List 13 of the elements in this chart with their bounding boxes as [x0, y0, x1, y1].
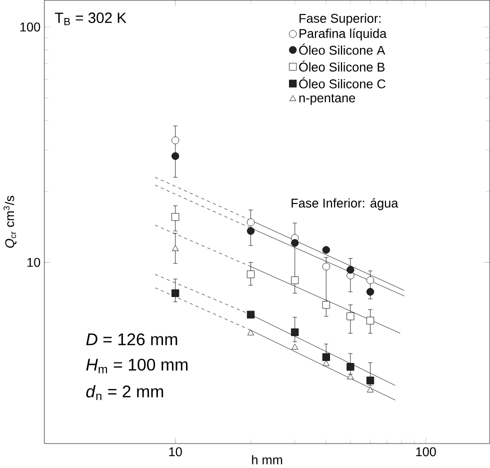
annotation: Fase Inferior: água	[292, 198, 398, 210]
legend-label: Óleo Silicone C	[299, 77, 386, 88]
legend-label: Parafina líquida	[300, 28, 387, 41]
annotation: T$_{B}$ = 302 K	[54, 12, 126, 26]
annotation: d$_{n}$ = 2 mm	[86, 385, 164, 400]
legend-label: Óleo Silicone B	[299, 60, 385, 72]
annotation: H$_{m}$ = 100 mm	[86, 358, 188, 374]
y-axis-title: Q$_{cr}$ cm$^{3}$/s	[4, 196, 16, 248]
annotation: D = 126 mm	[86, 333, 178, 346]
x-axis-title: h mm	[252, 455, 282, 464]
legend-label: n-pentane	[299, 94, 356, 106]
legend-title: Fase Superior:	[300, 14, 381, 26]
legend-label: Óleo Silicone A	[299, 44, 386, 55]
